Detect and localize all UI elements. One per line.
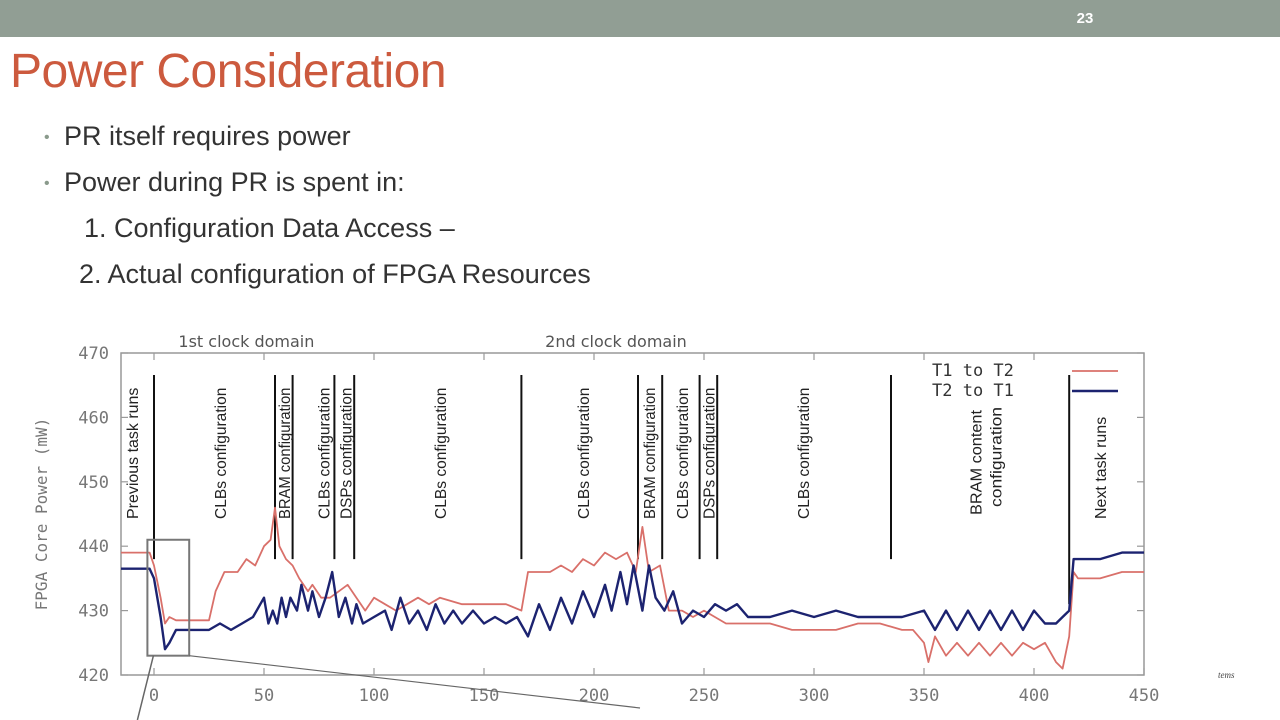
slide-title: Power Consideration xyxy=(10,45,447,98)
phase-label: CLBs configuration xyxy=(576,388,593,519)
zoom-box xyxy=(146,538,191,657)
slide-header-bar: 23 xyxy=(0,0,1280,37)
phase-label: CLBs configuration xyxy=(316,388,333,519)
sub-item: 2. Actual configuration of FPGA Resource… xyxy=(79,259,591,289)
bullet-item: • Power during PR is spent in: xyxy=(44,167,405,198)
bullet-text: PR itself requires power xyxy=(64,121,351,151)
y-tick-label: 420 xyxy=(78,666,109,686)
x-tick-label: 400 xyxy=(1019,686,1050,706)
x-tick-label: 250 xyxy=(689,686,720,706)
x-tick-label: 350 xyxy=(909,686,940,706)
phase-label: Previous task runs xyxy=(125,388,142,519)
slide-number: 23 xyxy=(1076,10,1094,27)
phase-label: BRAM configuration xyxy=(642,388,659,519)
series-line-t1-to-t2 xyxy=(121,506,1144,670)
clock-domain-label: 2nd clock domain xyxy=(545,332,687,351)
y-tick-label: 470 xyxy=(78,344,109,364)
phase-label: DSPs configuration xyxy=(701,388,718,519)
phase-label: CLBs configuration xyxy=(675,388,692,519)
y-tick-label: 430 xyxy=(78,602,109,622)
x-tick-label: 450 xyxy=(1129,686,1160,706)
y-axis-label: FPGA Core Power (mW) xyxy=(32,418,51,611)
phase-label: BRAM content xyxy=(969,409,986,515)
sub-item: 1. Configuration Data Access – xyxy=(84,213,455,243)
x-tick-label: 300 xyxy=(799,686,830,706)
y-tick-label: 450 xyxy=(78,473,109,493)
legend-label: T1 to T2 xyxy=(932,361,1014,381)
x-tick-label: 200 xyxy=(579,686,610,706)
zoom-pointer-line xyxy=(136,655,155,720)
plot-frame xyxy=(120,352,1145,676)
bullet-dot-icon: • xyxy=(44,174,50,192)
y-tick-label: 460 xyxy=(78,408,109,428)
corner-text: tems xyxy=(1218,670,1235,680)
phase-label: BRAM configuration xyxy=(277,388,294,519)
x-tick-label: 0 xyxy=(149,686,159,706)
x-tick-label: 100 xyxy=(359,686,390,706)
phase-label: DSPs configuration xyxy=(338,388,355,519)
phase-label: CLBs configuration xyxy=(796,388,813,519)
bullet-text: Power during PR is spent in: xyxy=(64,167,405,197)
zoom-pointer-line xyxy=(189,655,641,709)
phase-label: CLBs configuration xyxy=(433,388,450,519)
series-line-t2-to-t1 xyxy=(121,551,1144,651)
y-tick-label: 440 xyxy=(78,537,109,557)
phase-label: configuration xyxy=(989,407,1006,507)
bullet-item: • PR itself requires power xyxy=(44,121,351,152)
legend-label: T2 to T1 xyxy=(932,381,1014,401)
phase-label: Next task runs xyxy=(1093,417,1110,519)
x-tick-label: 50 xyxy=(254,686,274,706)
bullet-dot-icon: • xyxy=(44,128,50,146)
clock-domain-label: 1st clock domain xyxy=(178,332,314,351)
phase-label: CLBs configuration xyxy=(213,388,230,519)
